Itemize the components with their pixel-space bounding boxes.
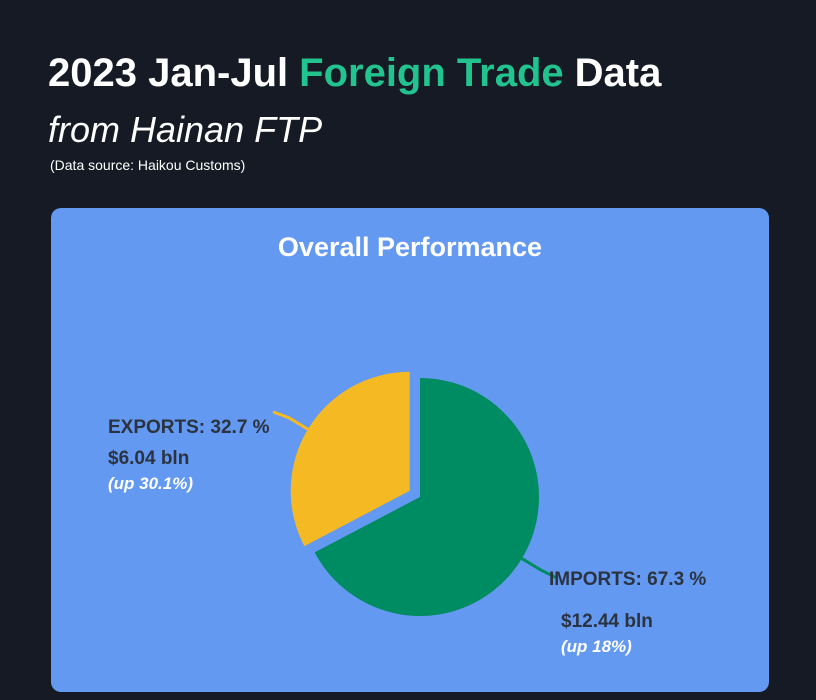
growth-label: (up 30.1%): [108, 474, 193, 493]
source: (Data source: Haikou Customs): [50, 157, 245, 173]
growth-label: (up 18%): [561, 637, 632, 656]
chart-title: Overall Performance: [278, 232, 542, 262]
slice-label: IMPORTS: 67.3 %: [549, 569, 706, 590]
slice-label: EXPORTS: 32.7 %: [108, 417, 270, 438]
pie-slice: [290, 371, 410, 547]
title-part: Data: [575, 51, 662, 95]
title-part: 2023 Jan-Jul: [48, 51, 288, 95]
amount-label: $6.04 bln: [108, 448, 189, 469]
title-highlight: Foreign Trade: [299, 51, 564, 95]
amount-label: $12.44 bln: [561, 611, 653, 632]
leader-line: [517, 555, 558, 580]
leader-line: [272, 410, 313, 433]
subtitle: from Hainan FTP: [48, 109, 322, 150]
page-title: 2023 Jan-Jul Foreign Trade Data: [48, 51, 662, 95]
panel: [51, 208, 769, 692]
pie-slice: [314, 378, 539, 616]
